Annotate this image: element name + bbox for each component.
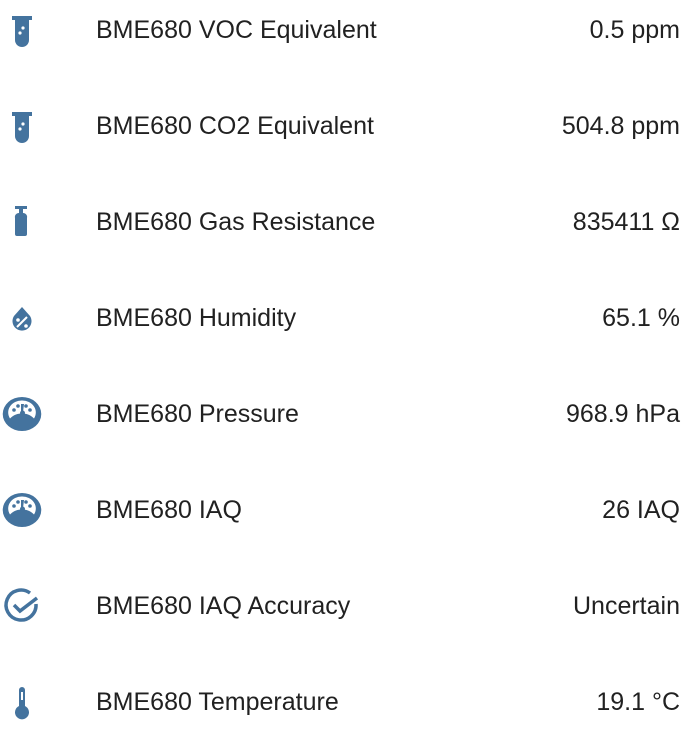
thermometer-icon [0,680,44,724]
entity-name[interactable]: BME680 IAQ Accuracy [96,591,351,620]
entity-value: 19.1 °C [596,687,680,716]
check-circle-outline-icon [0,584,44,628]
entity-row[interactable]: BME680 Humidity 65.1 % [0,294,692,342]
entity-value: 504.8 ppm [561,111,680,140]
entity-name[interactable]: BME680 CO2 Equivalent [96,111,374,140]
entity-name[interactable]: BME680 Humidity [96,303,297,332]
entity-value: 835411 Ω [572,207,680,236]
water-percent-icon [0,296,44,340]
entity-row[interactable]: BME680 VOC Equivalent 0.5 ppm [0,6,692,54]
entity-name[interactable]: BME680 Pressure [96,399,299,428]
gas-cylinder-icon [0,200,44,244]
entity-row[interactable]: BME680 CO2 Equivalent 504.8 ppm [0,102,692,150]
gauge-icon [0,392,44,436]
entity-row[interactable]: BME680 Gas Resistance 835411 Ω [0,198,692,246]
entity-row[interactable]: BME680 IAQ 26 IAQ [0,486,692,534]
entity-row[interactable]: BME680 IAQ Accuracy Uncertain [0,582,692,630]
entity-value: 65.1 % [602,303,680,332]
entity-name[interactable]: BME680 IAQ [96,495,242,524]
entity-value: Uncertain [573,591,680,620]
entity-row[interactable]: BME680 Pressure 968.9 hPa [0,390,692,438]
gauge-icon [0,488,44,532]
test-tube-icon [0,104,44,148]
entity-row[interactable]: BME680 Temperature 19.1 °C [0,678,692,726]
entity-name[interactable]: BME680 VOC Equivalent [96,15,377,44]
entity-name[interactable]: BME680 Temperature [96,687,339,716]
test-tube-icon [0,8,44,52]
entity-value: 26 IAQ [602,495,680,524]
entity-value: 0.5 ppm [589,15,680,44]
entity-name[interactable]: BME680 Gas Resistance [96,207,376,236]
entity-value: 968.9 hPa [566,399,680,428]
